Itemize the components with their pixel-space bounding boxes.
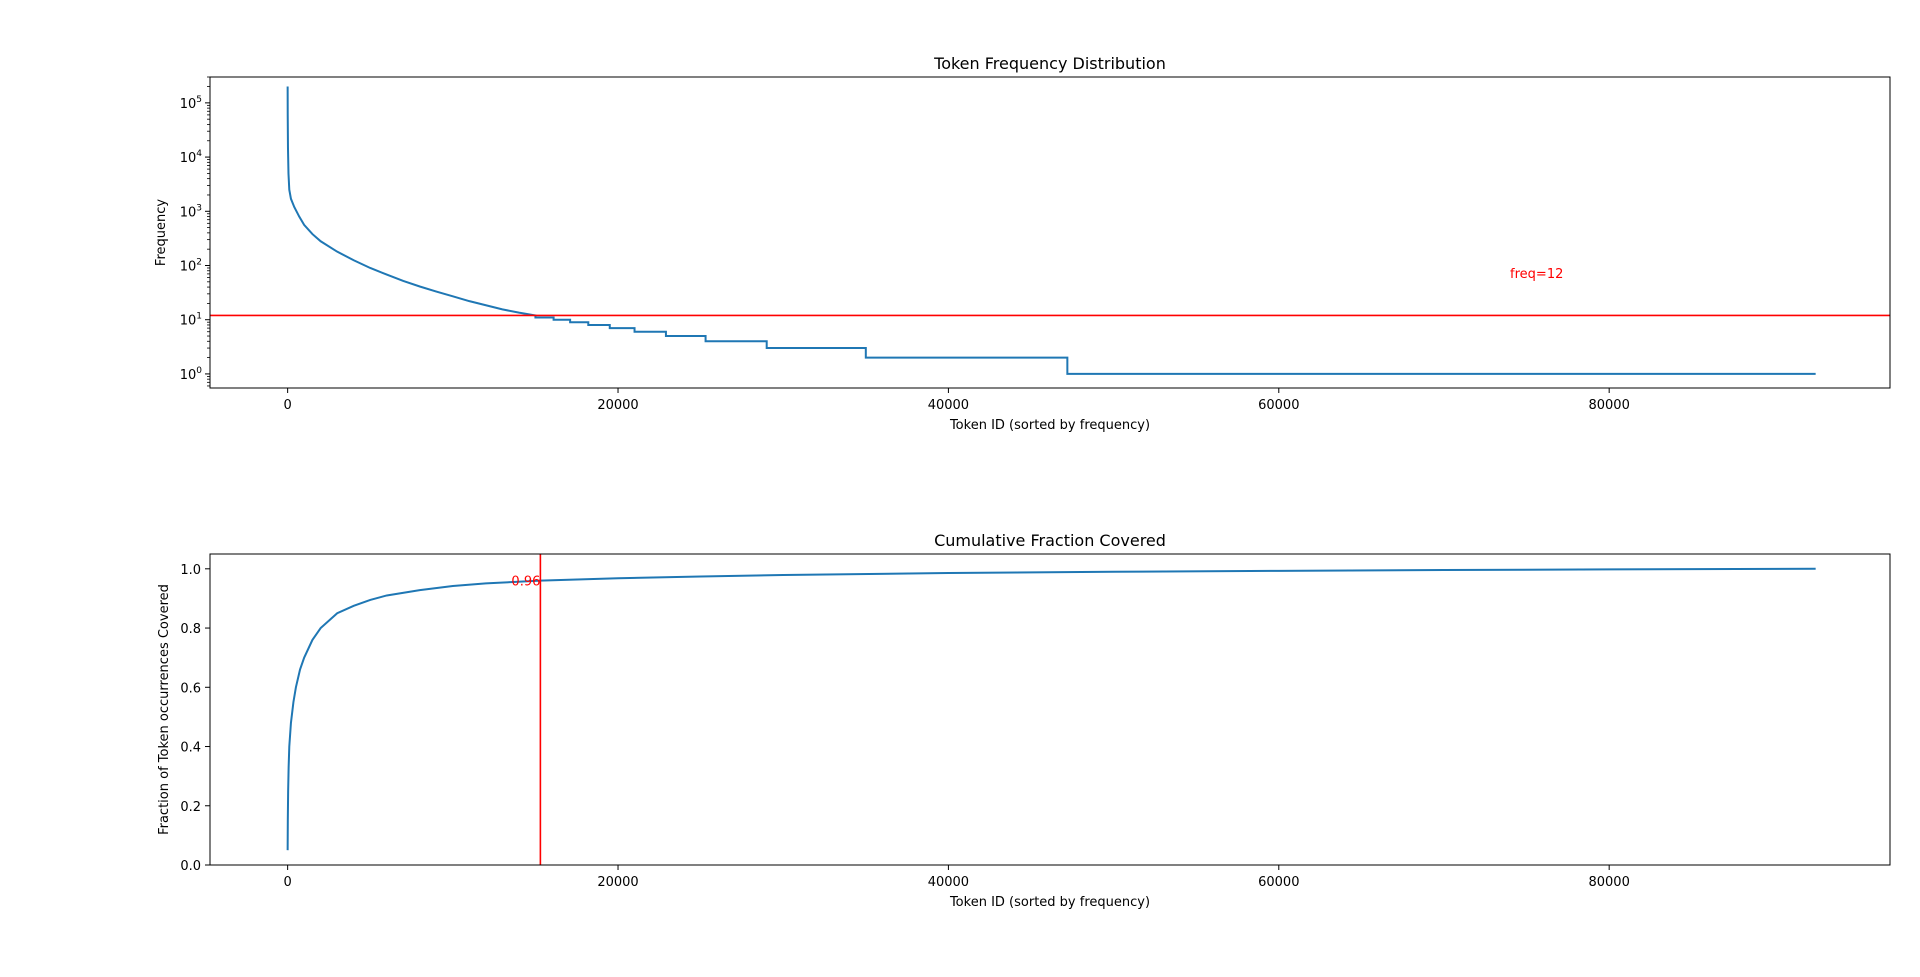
chart-title: Token Frequency Distribution [933,54,1166,73]
y-tick-label: 0.0 [180,859,201,874]
y-tick-label: 101 [180,312,202,329]
chart-title: Cumulative Fraction Covered [934,531,1166,550]
x-tick-label: 20000 [597,875,638,890]
x-tick-label: 40000 [928,398,969,413]
x-tick-label: 80000 [1588,875,1629,890]
frequency-distribution-chart: freq=12 0 20000 40000 60000 80000 100 101 102 103… [154,54,1891,433]
y-tick-label: 1.0 [180,563,201,578]
x-tick-label: 60000 [1258,398,1299,413]
cumulative-fraction-chart: 0.96 0 20000 40000 60000 80000 0.0 0.2 0.4 0.6 0.8… [157,531,1891,910]
x-tick-label: 80000 [1588,398,1629,413]
x-axis-label: Token ID (sorted by frequency) [949,895,1150,910]
axes-frame [209,553,1891,866]
y-tick-label: 100 [180,366,203,383]
x-tick-label: 60000 [1258,875,1299,890]
x-tick-label: 20000 [597,398,638,413]
annotation-label: freq=12 [1510,267,1563,282]
x-tick-label: 0 [283,398,291,413]
y-tick-label: 104 [180,149,203,166]
x-axis-label: Token ID (sorted by frequency) [949,418,1150,433]
y-tick-label: 0.8 [180,622,201,637]
y-tick-label: 105 [180,95,202,112]
annotation-label: 0.96 [511,575,540,590]
y-tick-label: 0.4 [180,741,201,756]
y-axis-label: Frequency [154,199,169,266]
y-axis-label: Fraction of Token occurrences Covered [157,584,172,835]
series-line-0 [286,567,1816,851]
y-tick-label: 103 [180,203,202,220]
y-tick-label: 0.2 [180,800,201,815]
series-line-0 [286,86,1816,375]
y-tick-label: 102 [180,258,202,275]
x-tick-label: 0 [283,875,291,890]
axes-frame [209,76,1891,389]
y-tick-label: 0.6 [180,681,201,696]
x-tick-label: 40000 [928,875,969,890]
